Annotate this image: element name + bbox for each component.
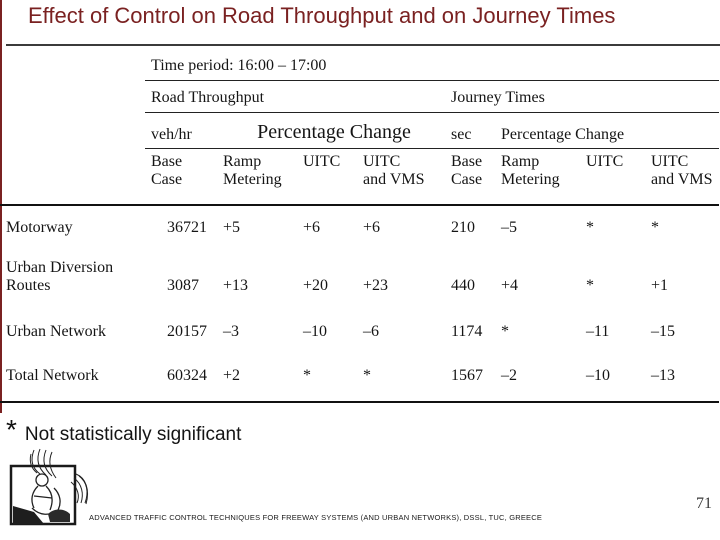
table-row-urban-diversion-routes: Urban Diversion Routes 3087 +13 +20 +23 … [0,253,719,311]
cell-value: +1 [651,277,669,294]
cell-value: * [586,219,594,236]
table-row-group-headers: Road Throughput Journey Times [0,80,720,113]
cell-value: –13 [645,357,720,403]
cell-value: –5 [501,219,517,236]
cell-value: +20 [303,277,329,294]
time-period-label: Time period: 16:00 – 17:00 [145,50,720,81]
cell-value: –15 [651,323,675,340]
table-row-motorway: Motorway 36721 +5 +6 +6 210 –5 * * [0,205,719,253]
cell-value: +23 [363,277,389,294]
footnote: * Not statistically significant [6,414,242,446]
unit-header-percentage-change-left: Percentage Change [217,112,445,149]
row-label: Urban Diversion Routes [6,259,114,294]
table-row-unit-headers: veh/hr Percentage Change sec Percentage … [0,112,720,149]
sub-header: Ramp Metering [495,148,580,206]
table-row-sub-headers: Base Case Ramp Metering UITC UITC and VMS B… [0,148,720,206]
cell-value: +6 [303,219,321,236]
cell-value: –10 [303,323,327,340]
unit-header-veh-hr: veh/hr [145,112,217,149]
cell-value: +2 [217,357,297,403]
sub-header: UITC [580,148,645,206]
cell-value: 210 [451,219,475,236]
unit-header-percentage-change-right: Percentage Change [495,112,720,149]
cell-value: –3 [223,323,239,340]
cell-value: * [297,357,357,403]
sub-header: Base Case [445,148,495,206]
sub-header: Base Case [145,148,217,206]
sub-header: UITC and VMS [645,148,720,206]
title-divider [6,44,720,46]
table-row-total-network: Total Network 60324 +2 * * 1567 –2 –10 –… [0,357,720,403]
group-header-journey-times: Journey Times [445,80,720,113]
row-label: Motorway [6,219,73,236]
cell-value: +13 [223,277,249,294]
cell-value: * [586,277,594,294]
cell-value: * [357,357,445,403]
cell-value: 36721 [167,219,207,236]
cell-value: * [501,323,509,340]
asterisk-icon: * [6,414,17,445]
cell-value: 440 [451,277,475,294]
cell-value: * [651,219,659,236]
tuc-daedalus-logo-icon [9,448,89,526]
cell-value: +6 [363,219,381,236]
footer-credit: ADVANCED TRAFFIC CONTROL TECHNIQUES FOR … [89,513,543,522]
empty-cell [0,148,145,206]
cell-value: –2 [495,357,580,403]
unit-header-sec: sec [445,112,495,149]
empty-cell [0,112,145,148]
cell-value: 60324 [145,357,217,403]
cell-value: 3087 [167,277,199,294]
footnote-text: Not statistically significant [24,424,242,445]
slide-title: Effect of Control on Road Throughput and… [28,3,616,28]
empty-cell [0,80,145,112]
cell-value: –10 [580,357,645,403]
cell-value: +5 [223,219,241,236]
cell-value: 20157 [167,323,207,340]
group-header-road-throughput: Road Throughput [145,80,445,113]
results-table: Time period: 16:00 – 17:00 Road Throughp… [0,50,720,403]
empty-cell [0,50,145,80]
table-row-urban-network: Urban Network 20157 –3 –10 –6 1174 * –11… [0,311,719,357]
cell-value: –6 [363,323,379,340]
sub-header: UITC [297,148,357,206]
sub-header: UITC and VMS [357,148,445,206]
cell-value: 1174 [451,323,483,340]
sub-header: Ramp Metering [217,148,297,206]
page-number: 71 [696,495,712,512]
row-label: Total Network [0,357,145,403]
left-accent-line [0,0,2,413]
row-label: Urban Network [6,323,106,340]
cell-value: –11 [586,323,610,340]
cell-value: 1567 [445,357,495,403]
cell-value: +4 [501,277,519,294]
table-row-time-period: Time period: 16:00 – 17:00 [0,50,720,81]
